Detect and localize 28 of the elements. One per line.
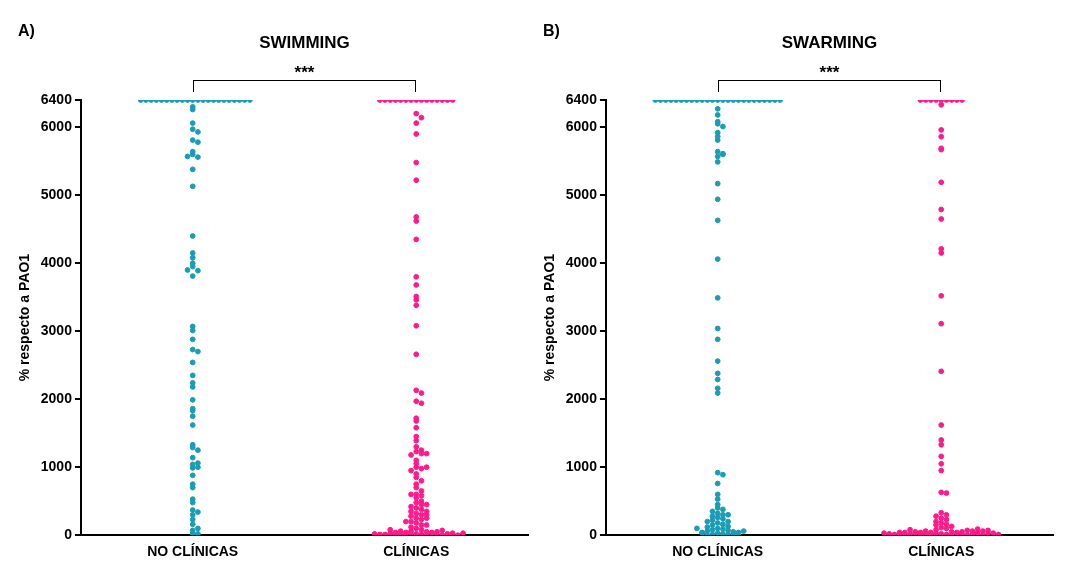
y-tick-label: 4000	[40, 254, 73, 271]
y-tick-label: 5000	[565, 186, 598, 203]
text: ***	[294, 63, 315, 82]
chart-title: SWARMING	[781, 33, 878, 52]
y-tick-label: 4000	[565, 254, 598, 271]
text: ***	[819, 63, 840, 82]
x-tick-label: CLÍNICAS	[908, 543, 975, 560]
text: B)	[543, 22, 560, 39]
x-tick-label: NO CLÍNICAS	[147, 543, 239, 560]
y-tick-label: 0	[589, 526, 598, 543]
x-tick-label: NO CLÍNICAS	[672, 543, 764, 560]
y-axis-title: % respecto a PAO1	[541, 253, 558, 382]
y-tick-label: 6000	[40, 118, 73, 135]
x-tick-label: CLÍNICAS	[383, 543, 450, 560]
y-axis-title: % respecto a PAO1	[16, 253, 33, 382]
y-tick-label: 3000	[40, 322, 73, 339]
text: A)	[18, 22, 35, 39]
y-tick-label: 3000	[565, 322, 598, 339]
y-tick-label: 1000	[40, 458, 73, 475]
y-tick-label: 6400	[565, 90, 598, 107]
y-tick-label: 6000	[565, 118, 598, 135]
y-tick-label: 6400	[40, 90, 73, 107]
y-tick-label: 1000	[565, 458, 598, 475]
y-tick-label: 2000	[40, 390, 73, 407]
y-tick-label: 5000	[40, 186, 73, 203]
y-tick-label: 0	[64, 526, 73, 543]
chart-title: SWIMMING	[259, 33, 350, 52]
y-tick-label: 2000	[565, 390, 598, 407]
